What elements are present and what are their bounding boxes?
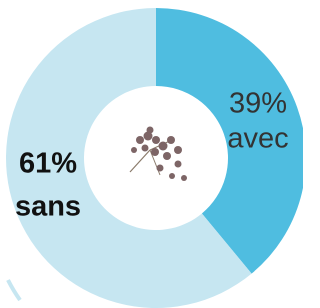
chart: 39%avec 61% sans <box>0 0 303 308</box>
decoration <box>8 280 20 300</box>
value-label: 39% <box>229 88 287 120</box>
category-label: sans <box>15 191 81 223</box>
value-label: 61% <box>19 148 77 180</box>
center-image <box>130 127 187 182</box>
category-label: avec <box>227 123 288 155</box>
